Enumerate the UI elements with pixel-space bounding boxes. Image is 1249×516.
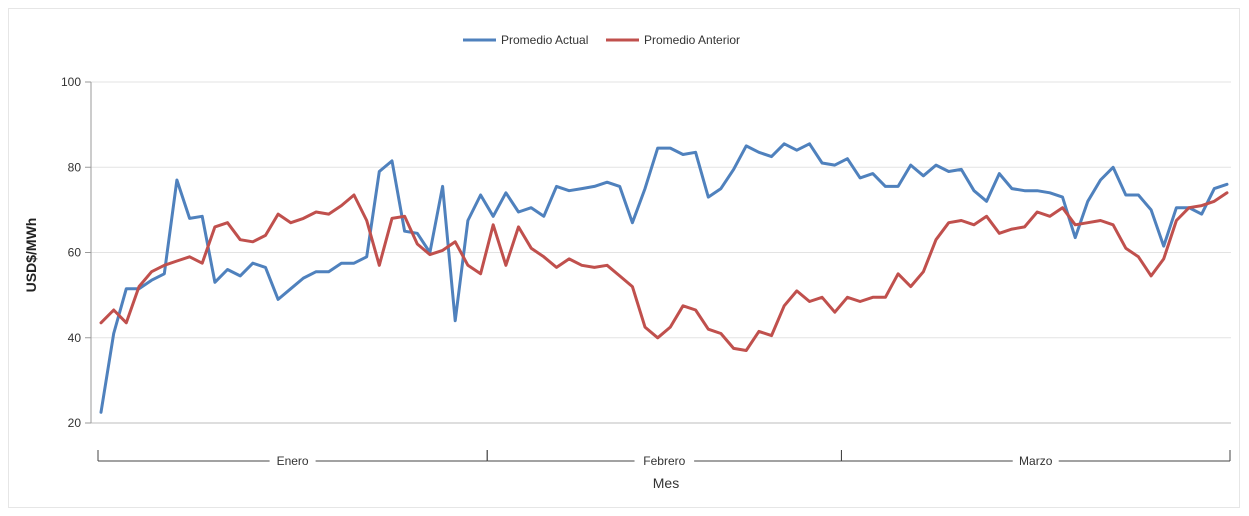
y-tick-label-100: 100 xyxy=(61,75,81,89)
line-chart: 20 40 60 80 100 Enero Febrero Marzo Promedio A… xyxy=(23,33,1231,491)
series-line-promedio-anterior xyxy=(99,191,1229,352)
y-tick-labels: 20 40 60 80 100 xyxy=(61,75,81,430)
y-axis-title: USD$/MWh xyxy=(23,218,39,293)
month-label-marzo: Marzo xyxy=(1019,454,1053,468)
chart-container: 20 40 60 80 100 Enero Febrero Marzo Promedio A… xyxy=(8,8,1240,508)
y-tick-label-60: 60 xyxy=(68,246,82,260)
x-axis-title: Mes xyxy=(653,475,679,491)
month-label-bg-marzo xyxy=(1012,453,1059,469)
gridlines xyxy=(85,81,1231,424)
series-lines xyxy=(99,142,1229,414)
y-tick-label-20: 20 xyxy=(68,416,82,430)
legend: Promedio Actual Promedio Anterior xyxy=(463,33,740,47)
legend-label-promedio-actual: Promedio Actual xyxy=(501,33,588,47)
y-tick-label-40: 40 xyxy=(68,331,82,345)
legend-label-promedio-anterior: Promedio Anterior xyxy=(644,33,740,47)
month-label-bg-enero xyxy=(269,453,316,469)
y-tick-label-80: 80 xyxy=(68,160,82,174)
series-line-promedio-actual xyxy=(99,142,1229,414)
month-label-enero: Enero xyxy=(277,454,309,468)
x-axis-month-brackets: Enero Febrero Marzo xyxy=(97,450,1231,469)
month-label-febrero: Febrero xyxy=(643,454,685,468)
month-label-bg-febrero xyxy=(634,453,695,469)
